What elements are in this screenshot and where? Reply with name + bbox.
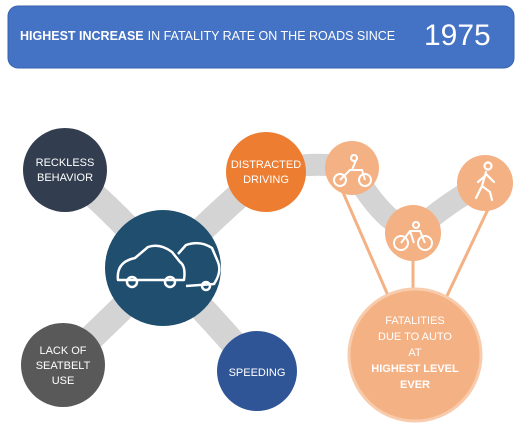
label: DUE TO AUTO	[378, 331, 452, 343]
speeding-circle	[217, 331, 297, 411]
motorcycle-icon	[333, 154, 372, 187]
reckless-circle	[23, 128, 107, 212]
links	[340, 189, 492, 301]
label: EVER	[400, 379, 430, 391]
header-year: 1975	[424, 19, 491, 52]
pedestrian-circle	[457, 155, 513, 211]
bicycle-circle	[385, 205, 441, 261]
label: SEATBELT	[36, 360, 91, 372]
distracted-circle	[226, 132, 306, 212]
car-circle	[105, 210, 221, 326]
pedestrian-icon	[474, 161, 496, 202]
label: FATALITIES	[385, 315, 445, 327]
seatbelt-circle	[21, 323, 105, 407]
car-icon	[116, 241, 221, 292]
label: RECKLESS	[36, 157, 95, 169]
fatalities-circle	[347, 287, 483, 423]
label: AT	[408, 347, 422, 359]
header-bold: HIGHEST INCREASE	[20, 29, 144, 43]
label: LACK OF	[39, 345, 86, 357]
label: DRIVING	[243, 174, 289, 186]
label: HIGHEST LEVEL	[371, 363, 459, 375]
header-banner	[7, 5, 515, 69]
header-normal: IN FATALITY RATE ON THE ROADS SINCE	[148, 29, 396, 43]
bicycle-icon	[393, 221, 433, 251]
label: DISTRACTED	[231, 159, 301, 171]
label: BEHAVIOR	[37, 172, 93, 184]
label: USE	[52, 375, 75, 387]
label: SPEEDING	[229, 367, 286, 379]
header-text: HIGHEST INCREASE IN FATALITY RATE ON THE …	[20, 29, 395, 43]
